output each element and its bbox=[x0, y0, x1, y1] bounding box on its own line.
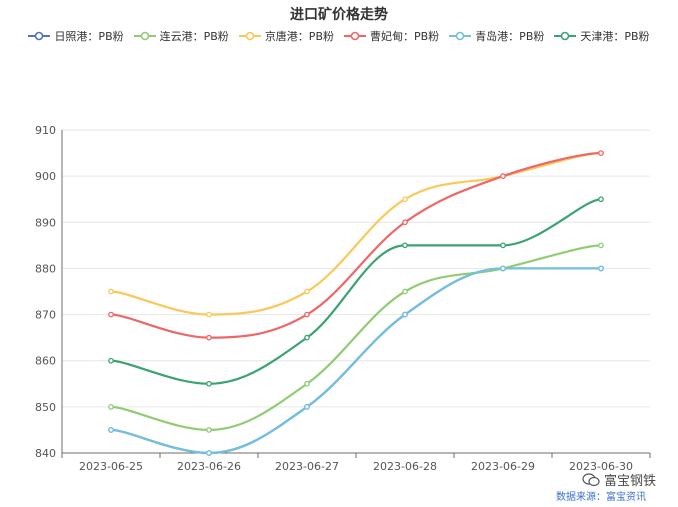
legend-item[interactable]: 青岛港：PB粉 bbox=[449, 28, 544, 44]
legend-item[interactable]: 曹妃甸：PB粉 bbox=[344, 28, 439, 44]
x-tick-label: 2023-06-29 bbox=[471, 460, 535, 473]
y-tick-label: 910 bbox=[35, 124, 56, 137]
legend-item[interactable]: 连云港：PB粉 bbox=[133, 28, 229, 44]
data-point[interactable] bbox=[598, 196, 604, 203]
legend-label: 连云港：PB粉 bbox=[159, 30, 229, 43]
legend-label: 京唐港：PB粉 bbox=[264, 30, 334, 43]
data-point[interactable] bbox=[304, 334, 310, 341]
legend-item[interactable]: 日照港：PB粉 bbox=[28, 28, 124, 44]
wechat-icon bbox=[582, 472, 600, 486]
data-point[interactable] bbox=[500, 173, 506, 179]
x-tick-label: 2023-06-27 bbox=[275, 460, 339, 473]
data-point[interactable] bbox=[206, 450, 212, 456]
x-tick-label: 2023-06-28 bbox=[373, 460, 437, 473]
series-line bbox=[110, 151, 602, 339]
series-lines bbox=[108, 150, 604, 456]
series-line bbox=[110, 244, 602, 432]
x-tick-label: 2023-06-26 bbox=[177, 460, 241, 473]
legend-marker-icon bbox=[238, 31, 261, 41]
data-point[interactable] bbox=[108, 427, 114, 433]
data-point[interactable] bbox=[206, 311, 212, 318]
data-point[interactable] bbox=[402, 242, 408, 249]
legend-label: 天津港：PB粉 bbox=[580, 30, 650, 43]
watermark: 富宝钢铁 bbox=[582, 470, 656, 489]
data-point[interactable] bbox=[598, 265, 604, 272]
data-point[interactable] bbox=[500, 242, 506, 249]
data-point[interactable] bbox=[500, 265, 506, 272]
y-tick-label: 890 bbox=[35, 216, 56, 229]
tick-labels: 840 850 860 870 880 890 900 910 2023-06-25 2023-0… bbox=[35, 124, 633, 473]
data-point[interactable] bbox=[598, 150, 604, 156]
y-tick-label: 850 bbox=[35, 401, 56, 414]
data-point[interactable] bbox=[206, 380, 212, 387]
data-point[interactable] bbox=[304, 380, 310, 387]
data-point[interactable] bbox=[402, 219, 408, 226]
data-point[interactable] bbox=[304, 311, 310, 318]
legend-marker-icon bbox=[554, 31, 577, 41]
legend-marker-icon bbox=[133, 31, 156, 41]
data-point[interactable] bbox=[402, 196, 408, 203]
legend-marker-icon bbox=[344, 31, 366, 41]
series-line bbox=[110, 198, 602, 385]
y-tick-label: 880 bbox=[35, 262, 56, 275]
data-point[interactable] bbox=[108, 311, 114, 318]
legend-marker-icon bbox=[28, 31, 51, 41]
data-point[interactable] bbox=[598, 242, 604, 249]
legend-label: 曹妃甸：PB粉 bbox=[370, 30, 440, 43]
data-source: 数据来源：富宝资讯 bbox=[556, 492, 646, 503]
data-point[interactable] bbox=[304, 288, 310, 295]
axes bbox=[61, 130, 651, 458]
legend: 日照港：PB粉 连云港：PB粉 京唐港：PB粉 曹妃甸：PB粉 青岛港：PB粉 天津港：P… bbox=[0, 28, 678, 44]
legend-item[interactable]: 京唐港：PB粉 bbox=[238, 28, 334, 44]
legend-item[interactable]: 天津港：PB粉 bbox=[554, 28, 650, 44]
legend-label: 日照港：PB粉 bbox=[54, 30, 124, 43]
y-tick-label: 860 bbox=[35, 355, 56, 368]
series-line bbox=[110, 151, 602, 316]
chart-title: 进口矿价格走势 bbox=[290, 7, 388, 23]
y-tick-label: 870 bbox=[35, 309, 56, 322]
y-tick-label: 840 bbox=[35, 447, 56, 460]
legend-label: 青岛港：PB粉 bbox=[475, 30, 545, 43]
watermark-text: 富宝钢铁 bbox=[603, 474, 656, 489]
data-point[interactable] bbox=[108, 357, 114, 364]
x-tick-label: 2023-06-30 bbox=[569, 460, 633, 473]
x-tick-label: 2023-06-25 bbox=[79, 460, 143, 473]
data-point[interactable] bbox=[304, 404, 310, 410]
y-tick-label: 900 bbox=[35, 170, 56, 183]
data-point[interactable] bbox=[108, 288, 114, 295]
data-point[interactable] bbox=[402, 311, 408, 318]
data-point[interactable] bbox=[108, 404, 114, 410]
legend-marker-icon bbox=[449, 31, 472, 41]
data-point[interactable] bbox=[402, 288, 408, 295]
data-point[interactable] bbox=[206, 334, 212, 341]
data-point[interactable] bbox=[206, 427, 212, 433]
